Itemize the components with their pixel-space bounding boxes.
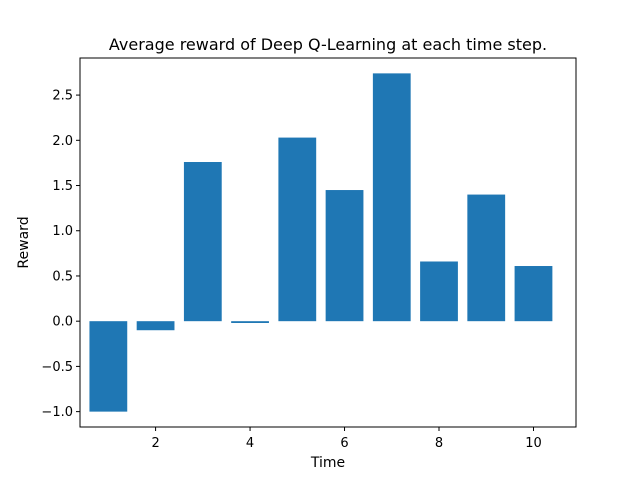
bar-2 xyxy=(136,321,175,331)
bar-7 xyxy=(372,73,411,322)
y-tick-label: 2.5 xyxy=(52,89,73,104)
bar-9 xyxy=(467,194,506,322)
bar-4 xyxy=(231,321,269,323)
bar-3 xyxy=(183,162,222,322)
y-tick-label: 1.5 xyxy=(52,179,73,194)
y-tick-label: 2.0 xyxy=(52,134,73,149)
x-axis-ticks: 2 4 6 8 10 xyxy=(151,427,542,451)
x-tick-label: 10 xyxy=(525,436,542,451)
y-tick-label: 0.0 xyxy=(52,315,73,330)
bar-10 xyxy=(514,266,553,322)
chart-title: Average reward of Deep Q-Learning at eac… xyxy=(109,35,547,54)
bar-8 xyxy=(420,261,458,322)
bar-1 xyxy=(89,321,128,412)
x-tick-label: 2 xyxy=(151,436,159,451)
bars-group xyxy=(89,73,553,412)
x-tick-label: 8 xyxy=(435,436,443,451)
bar-5 xyxy=(278,137,317,322)
y-tick-label: −1.0 xyxy=(41,405,73,420)
x-axis-label: Time xyxy=(310,455,345,471)
plot-frame xyxy=(79,57,577,428)
y-tick-label: −0.5 xyxy=(41,360,73,375)
bar-6 xyxy=(325,190,364,322)
y-axis-label: Reward xyxy=(16,216,32,268)
y-tick-label: 1.0 xyxy=(52,224,73,239)
x-tick-label: 6 xyxy=(340,436,348,451)
y-tick-label: 0.5 xyxy=(52,269,73,284)
y-axis-ticks: −1.0 −0.5 0.0 0.5 1.0 1.5 2.0 2.5 xyxy=(41,89,80,420)
x-tick-label: 4 xyxy=(246,436,254,451)
